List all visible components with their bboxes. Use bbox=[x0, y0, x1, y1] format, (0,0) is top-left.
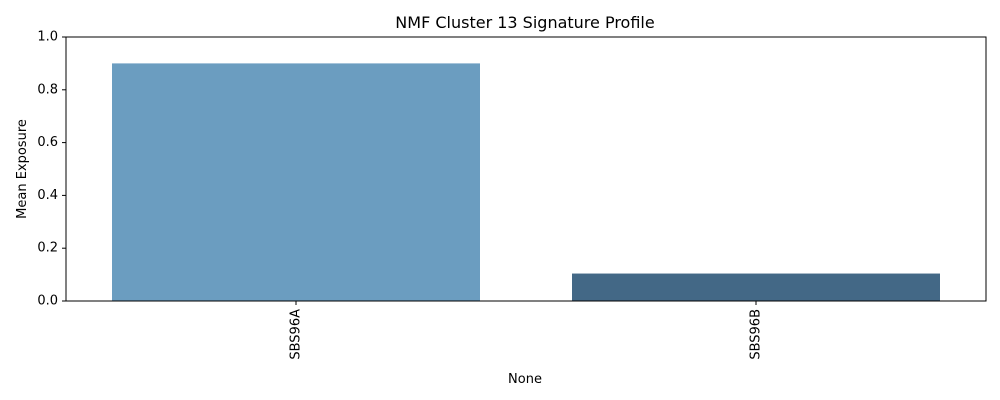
y-tick-label: 1.0 bbox=[37, 30, 58, 45]
x-tick-label: SBS96A bbox=[289, 309, 304, 360]
bars-group bbox=[112, 63, 940, 302]
y-tick-label: 0.2 bbox=[37, 241, 58, 256]
y-tick-label: 0.6 bbox=[37, 135, 58, 150]
bar-sbs96a bbox=[112, 63, 480, 302]
x-axis: SBS96A SBS96B bbox=[289, 301, 764, 360]
chart-title: NMF Cluster 13 Signature Profile bbox=[395, 13, 654, 32]
x-tick-label: SBS96B bbox=[749, 309, 764, 360]
y-tick-label: 0.4 bbox=[37, 188, 58, 203]
plot-frame bbox=[65, 36, 987, 302]
bar-sbs96b bbox=[572, 273, 940, 301]
x-axis-label: None bbox=[508, 372, 542, 387]
y-tick-label: 0.0 bbox=[37, 294, 58, 309]
y-axis-label: Mean Exposure bbox=[15, 119, 30, 219]
y-axis: 0.0 0.2 0.4 0.6 0.8 1.0 bbox=[37, 30, 66, 309]
y-tick-label: 0.8 bbox=[37, 82, 58, 97]
